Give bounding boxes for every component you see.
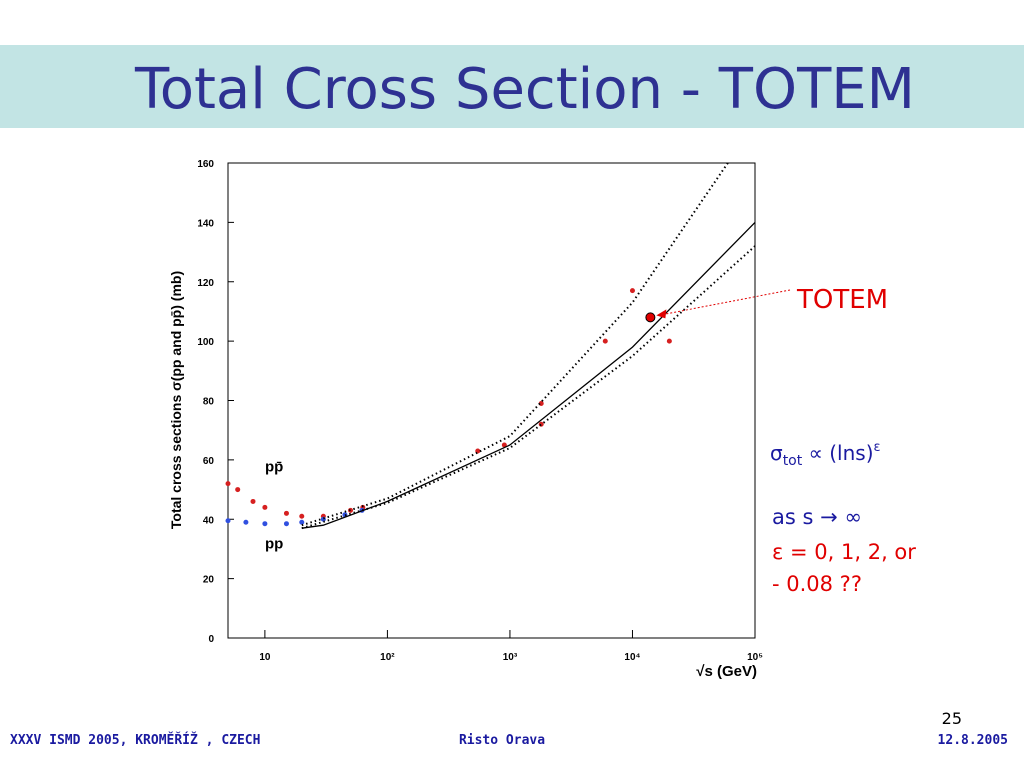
data-point: [299, 513, 305, 519]
footer-left: XXXV ISMD 2005, KROMĚŘÍŽ , CZECH: [10, 732, 260, 748]
data-point: [283, 510, 289, 516]
formula: σtot ∝ (lns)ε: [770, 440, 881, 469]
data-point: [299, 519, 305, 525]
data-point: [538, 421, 544, 427]
data-point: [602, 338, 608, 344]
x-tick-label: 10⁴: [624, 652, 640, 663]
x-tick-label: 10²: [380, 652, 395, 663]
slide-title: Total Cross Section - TOTEM: [134, 57, 915, 122]
data-point: [243, 519, 249, 525]
data-point: [225, 518, 231, 524]
data-point: [629, 288, 635, 294]
y-tick-label: 20: [203, 575, 215, 586]
y-tick-label: 160: [197, 159, 214, 170]
totem-arrowhead: [656, 309, 667, 319]
y-tick-label: 80: [203, 397, 215, 408]
y-tick-label: 60: [203, 456, 215, 467]
totem-label: TOTEM: [796, 285, 888, 315]
data-point: [262, 521, 268, 527]
series-label: pp: [265, 536, 283, 553]
footer-center: Risto Orava: [459, 733, 545, 748]
plot-frame: [227, 162, 756, 639]
series-label: pp̄: [265, 459, 283, 476]
fit-curve: [301, 162, 729, 527]
y-tick-label: 100: [197, 337, 214, 348]
x-tick-label: 10⁵: [747, 652, 763, 663]
title-band: [0, 45, 1024, 128]
formula-sub: tot: [783, 453, 803, 469]
note: - 0.08 ??: [772, 572, 862, 596]
x-tick-label: 10: [259, 652, 271, 663]
y-tick-label: 40: [203, 515, 215, 526]
formula-sup: ε: [874, 440, 881, 455]
data-point: [666, 338, 672, 344]
note: as s → ∞: [772, 505, 862, 529]
fit-curve: [301, 221, 756, 529]
y-tick-label: 0: [208, 634, 214, 645]
page-number: 25: [942, 709, 962, 728]
y-axis-label: Total cross sections σ(pp and pp̄) (mb): [168, 271, 184, 529]
y-tick-label: 120: [197, 278, 214, 289]
totem-point: [645, 312, 656, 323]
data-point: [283, 521, 289, 527]
data-point: [250, 498, 256, 504]
data-point: [262, 504, 268, 510]
data-point: [235, 487, 241, 493]
formula-body: ∝ (lns): [802, 441, 873, 465]
x-axis-label: √s (GeV): [696, 663, 757, 680]
note: ε = 0, 1, 2, or: [772, 540, 916, 564]
y-tick-label: 140: [197, 218, 214, 229]
x-tick-label: 10³: [503, 652, 518, 663]
fit-curve: [301, 245, 756, 530]
formula-sigma: σ: [770, 441, 783, 465]
data-point: [225, 481, 231, 487]
footer-right: 12.8.2005: [938, 733, 1008, 748]
totem-arrow: [658, 289, 791, 316]
